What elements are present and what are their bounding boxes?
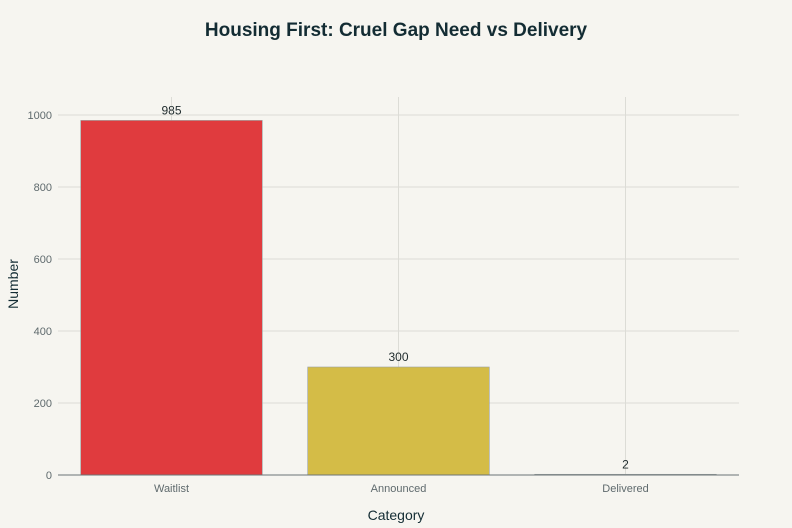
y-tick-label: 600 (34, 254, 52, 266)
y-tick-label: 200 (34, 398, 52, 410)
x-tick-label: Waitlist (154, 483, 189, 495)
x-axis-title: Category (367, 507, 425, 523)
bar-waitlist (80, 120, 263, 476)
x-tick-label: Announced (371, 483, 427, 495)
y-tick-label: 1000 (28, 110, 52, 122)
bars (80, 120, 717, 476)
y-tick-label: 400 (34, 326, 52, 338)
data-label: 985 (161, 103, 181, 117)
y-tick-label: 800 (34, 182, 52, 194)
chart-title: Housing First: Cruel Gap Need vs Deliver… (204, 20, 588, 41)
data-label: 300 (388, 350, 408, 364)
y-axis-title: Number (5, 259, 21, 309)
y-tick-label: 0 (46, 470, 52, 482)
x-tick-label: Delivered (602, 483, 648, 495)
bar-announced (307, 366, 490, 476)
data-label: 2 (622, 457, 629, 471)
labels: 0 200 400 600 800 1000 985 Waitlist 300 Announced… (28, 103, 649, 495)
